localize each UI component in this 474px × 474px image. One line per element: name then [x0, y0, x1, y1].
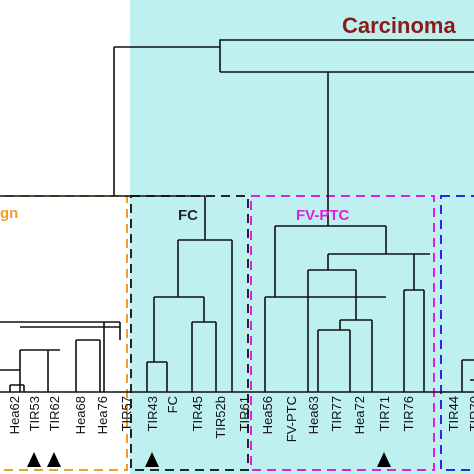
marker-triangle-tir53 [27, 452, 41, 467]
leaf-label-tir44: TIR44 [446, 396, 461, 431]
marker-triangle-tir71 [377, 452, 391, 467]
leaf-label-tir62: TIR62 [47, 396, 62, 431]
dendrogram-tree [0, 39, 474, 392]
leaf-label-tir71: TIR71 [377, 396, 392, 431]
leaf-labels: Hea62 TIR53 TIR62 Hea68 Hea76 TIR57 TIR43 FC TIR… [7, 396, 474, 467]
leaf-label-tir52b: TIR52b [213, 396, 228, 439]
leaf-label-hea72: Hea72 [352, 396, 367, 434]
leaf-label-tir77: TIR77 [329, 396, 344, 431]
fc-group-box [130, 195, 249, 471]
leaf-label-hea56: Hea56 [260, 396, 275, 434]
leaf-label-hea68: Hea68 [73, 396, 88, 434]
leaf-label-hea63: Hea63 [306, 396, 321, 434]
leaf-label-tir43: TIR43 [145, 396, 160, 431]
fc-label: FC [178, 207, 198, 224]
leaf-label-tir61: TIR61 [237, 396, 252, 431]
leaf-label-fv_ptc: FV-PTC [284, 396, 299, 442]
leaf-label-tir53: TIR53 [27, 396, 42, 431]
leaf-label-hea62: Hea62 [7, 396, 22, 434]
marker-triangle-tir62 [47, 452, 61, 467]
leaf-label-tir76: TIR76 [401, 396, 416, 431]
leaf-label-fc: FC [165, 396, 180, 413]
leaf-label-tir57: TIR57 [119, 396, 134, 431]
leaf-label-tir70: TIR70 [467, 396, 474, 431]
leaf-label-tir45: TIR45 [190, 396, 205, 431]
right-group-box [440, 195, 474, 471]
benign-label: gn [0, 205, 18, 222]
carcinoma-label: Carcinoma [342, 13, 456, 38]
carcinoma-region [130, 0, 474, 474]
marker-triangle-tir43 [145, 452, 159, 467]
fv-ptc-group-box [250, 195, 435, 471]
fv-ptc-label: FV-PTC [296, 207, 350, 224]
leaf-label-hea76: Hea76 [95, 396, 110, 434]
